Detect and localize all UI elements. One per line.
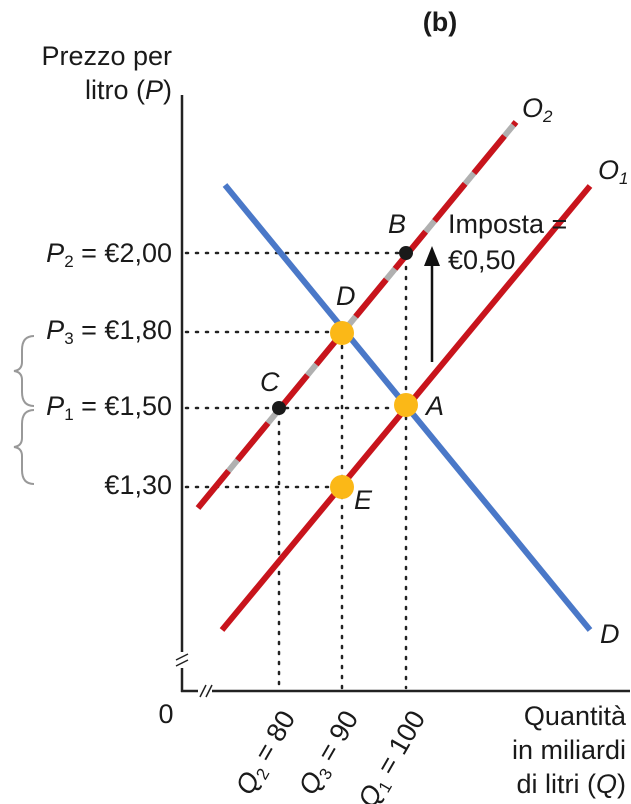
brace xyxy=(13,335,35,407)
point-label: C xyxy=(260,367,280,397)
panel-label: (b) xyxy=(423,7,457,37)
price-label: €1,30 xyxy=(104,470,172,500)
point xyxy=(330,321,354,345)
curve-label: O1 xyxy=(598,155,628,188)
y-axis-title: Prezzo per xyxy=(41,41,172,71)
brace xyxy=(13,409,35,485)
quantity-label: Q3 = 90 xyxy=(293,706,368,802)
tax-label: €0,50 xyxy=(448,245,516,275)
point-label: D xyxy=(336,281,356,311)
taxed-supply-curve xyxy=(195,120,519,510)
quantity-label: Q2 = 80 xyxy=(230,706,305,802)
axis-break xyxy=(175,653,189,667)
x-axis-title: in miliardi xyxy=(512,735,626,765)
tax-label: Imposta = xyxy=(448,209,567,239)
point-label: B xyxy=(388,209,406,239)
arrow-head xyxy=(424,246,440,266)
quantity-label: Q1 = 100 xyxy=(352,706,434,804)
point xyxy=(399,246,413,260)
price-label: P1 = €1,50 xyxy=(46,391,172,424)
curve-label: O2 xyxy=(522,93,553,126)
point xyxy=(272,401,286,415)
price-label: P2 = €2,00 xyxy=(46,238,172,271)
point-label: E xyxy=(354,485,373,515)
origin-label: 0 xyxy=(158,699,173,729)
point-label: A xyxy=(424,391,444,421)
point xyxy=(330,475,354,499)
x-axis-title: Quantità xyxy=(524,701,627,731)
price-label: P3 = €1,80 xyxy=(46,315,172,348)
curve-label: D xyxy=(600,619,620,649)
y-axis-title: litro (P) xyxy=(85,75,172,105)
x-axis-title: di litri (Q) xyxy=(516,769,626,799)
axis-break xyxy=(199,684,213,698)
point xyxy=(394,393,418,417)
